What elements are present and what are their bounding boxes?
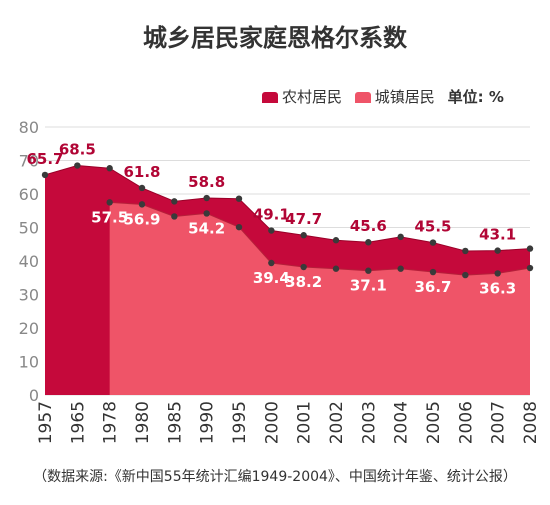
data-point-rural (397, 233, 404, 241)
x-tick-label: 1995 (230, 401, 250, 444)
legend-label-urban: 城镇居民 (374, 88, 435, 106)
data-point-rural (300, 232, 307, 239)
source-note: （数据来源:《新中国55年统计汇编1949-2004》、中国统计年鉴、统计公报） (33, 469, 517, 485)
x-tick-label: 2003 (359, 401, 379, 444)
data-label-urban: 39.4 (253, 269, 290, 287)
data-label-urban: 54.2 (188, 219, 225, 237)
data-label-rural: 61.8 (123, 163, 160, 181)
data-point-rural (429, 239, 437, 246)
data-point-urban (106, 199, 113, 206)
data-point-urban (365, 267, 372, 274)
data-label-rural: 65.7 (26, 150, 63, 168)
x-tick-label: 1957 (36, 401, 56, 444)
data-point-rural (41, 171, 49, 179)
y-tick-label: 60 (19, 185, 39, 204)
data-label-rural: 47.7 (285, 210, 322, 228)
data-point-urban (462, 271, 469, 279)
x-tick-label: 2000 (262, 401, 282, 444)
data-point-rural (494, 247, 501, 254)
y-tick-label: 40 (19, 252, 39, 271)
data-point-rural (526, 245, 534, 252)
y-tick-label: 80 (19, 118, 39, 137)
series-area-urban (109, 202, 531, 395)
y-tick-label: 30 (19, 286, 39, 305)
data-point-rural (171, 198, 178, 205)
data-point-urban (138, 201, 146, 208)
y-tick-label: 70 (19, 152, 39, 171)
y-tick-label: 0 (29, 386, 39, 405)
x-tick-label: 1980 (133, 401, 153, 444)
data-point-rural (74, 162, 81, 169)
data-label-urban: 37.1 (350, 277, 387, 295)
x-tick-label: 1978 (101, 401, 121, 444)
unit-label: 单位: % (447, 88, 504, 106)
data-point-rural (235, 195, 243, 202)
legend-item-urban: 城镇居民 (354, 86, 435, 107)
data-label-rural: 49.1 (253, 206, 290, 224)
x-tick-label: 2002 (327, 401, 347, 444)
x-tick-label: 1990 (198, 401, 218, 444)
data-label-rural: 45.5 (414, 218, 451, 236)
data-point-urban (494, 270, 501, 277)
data-point-rural (268, 227, 275, 234)
legend: 农村居民 城镇居民 单位: % (262, 86, 504, 106)
data-point-urban (203, 210, 210, 217)
data-point-urban (171, 213, 178, 220)
y-tick-label: 10 (19, 353, 39, 372)
x-tick-label: 2007 (489, 401, 509, 444)
data-label-rural: 58.8 (188, 173, 225, 191)
data-label-urban: 56.9 (123, 210, 160, 228)
data-label-urban: 36.7 (414, 278, 451, 296)
data-point-urban (429, 268, 437, 276)
chart-title: 城乡居民家庭恩格尔系数 (143, 24, 407, 52)
data-label-rural: 45.6 (350, 217, 387, 235)
y-tick-label: 50 (19, 219, 39, 238)
data-point-rural (138, 184, 146, 192)
x-tick-label: 2005 (424, 401, 444, 444)
x-tick-label: 2008 (521, 401, 541, 444)
data-point-urban (235, 223, 243, 231)
series-line-urban (109, 201, 531, 276)
data-point-urban (526, 264, 534, 272)
x-tick-label: 2004 (392, 401, 412, 444)
data-label-urban: 38.2 (285, 273, 322, 291)
data-point-urban (397, 265, 404, 272)
data-point-rural (365, 239, 372, 246)
legend-swatch-rural (262, 92, 278, 103)
data-label-rural: 43.1 (479, 226, 516, 244)
legend-item-rural: 农村居民 (262, 86, 342, 107)
x-tick-label: 2001 (295, 401, 315, 444)
legend-swatch-urban (354, 92, 371, 103)
data-point-urban (332, 265, 340, 272)
x-tick-label: 1965 (68, 401, 88, 444)
y-tick-label: 20 (19, 319, 39, 338)
data-point-rural (332, 237, 340, 244)
legend-label-rural: 农村居民 (282, 88, 343, 106)
area-chart: 0 10 20 30 40 50 60 70 80 65.768.5 61.8 58.8 49.147.… (19, 118, 541, 444)
x-tick-label: 1985 (165, 401, 185, 444)
data-label-rural: 68.5 (59, 141, 96, 159)
series-line-rural (44, 165, 531, 252)
data-label-urban: 57.5 (91, 208, 128, 226)
data-point-rural (203, 194, 210, 202)
data-point-rural (462, 247, 469, 255)
data-label-urban: 36.3 (479, 279, 516, 297)
data-point-urban (268, 259, 275, 267)
data-point-rural (106, 165, 113, 172)
x-tick-label: 2006 (456, 401, 476, 444)
data-point-urban (300, 263, 307, 271)
